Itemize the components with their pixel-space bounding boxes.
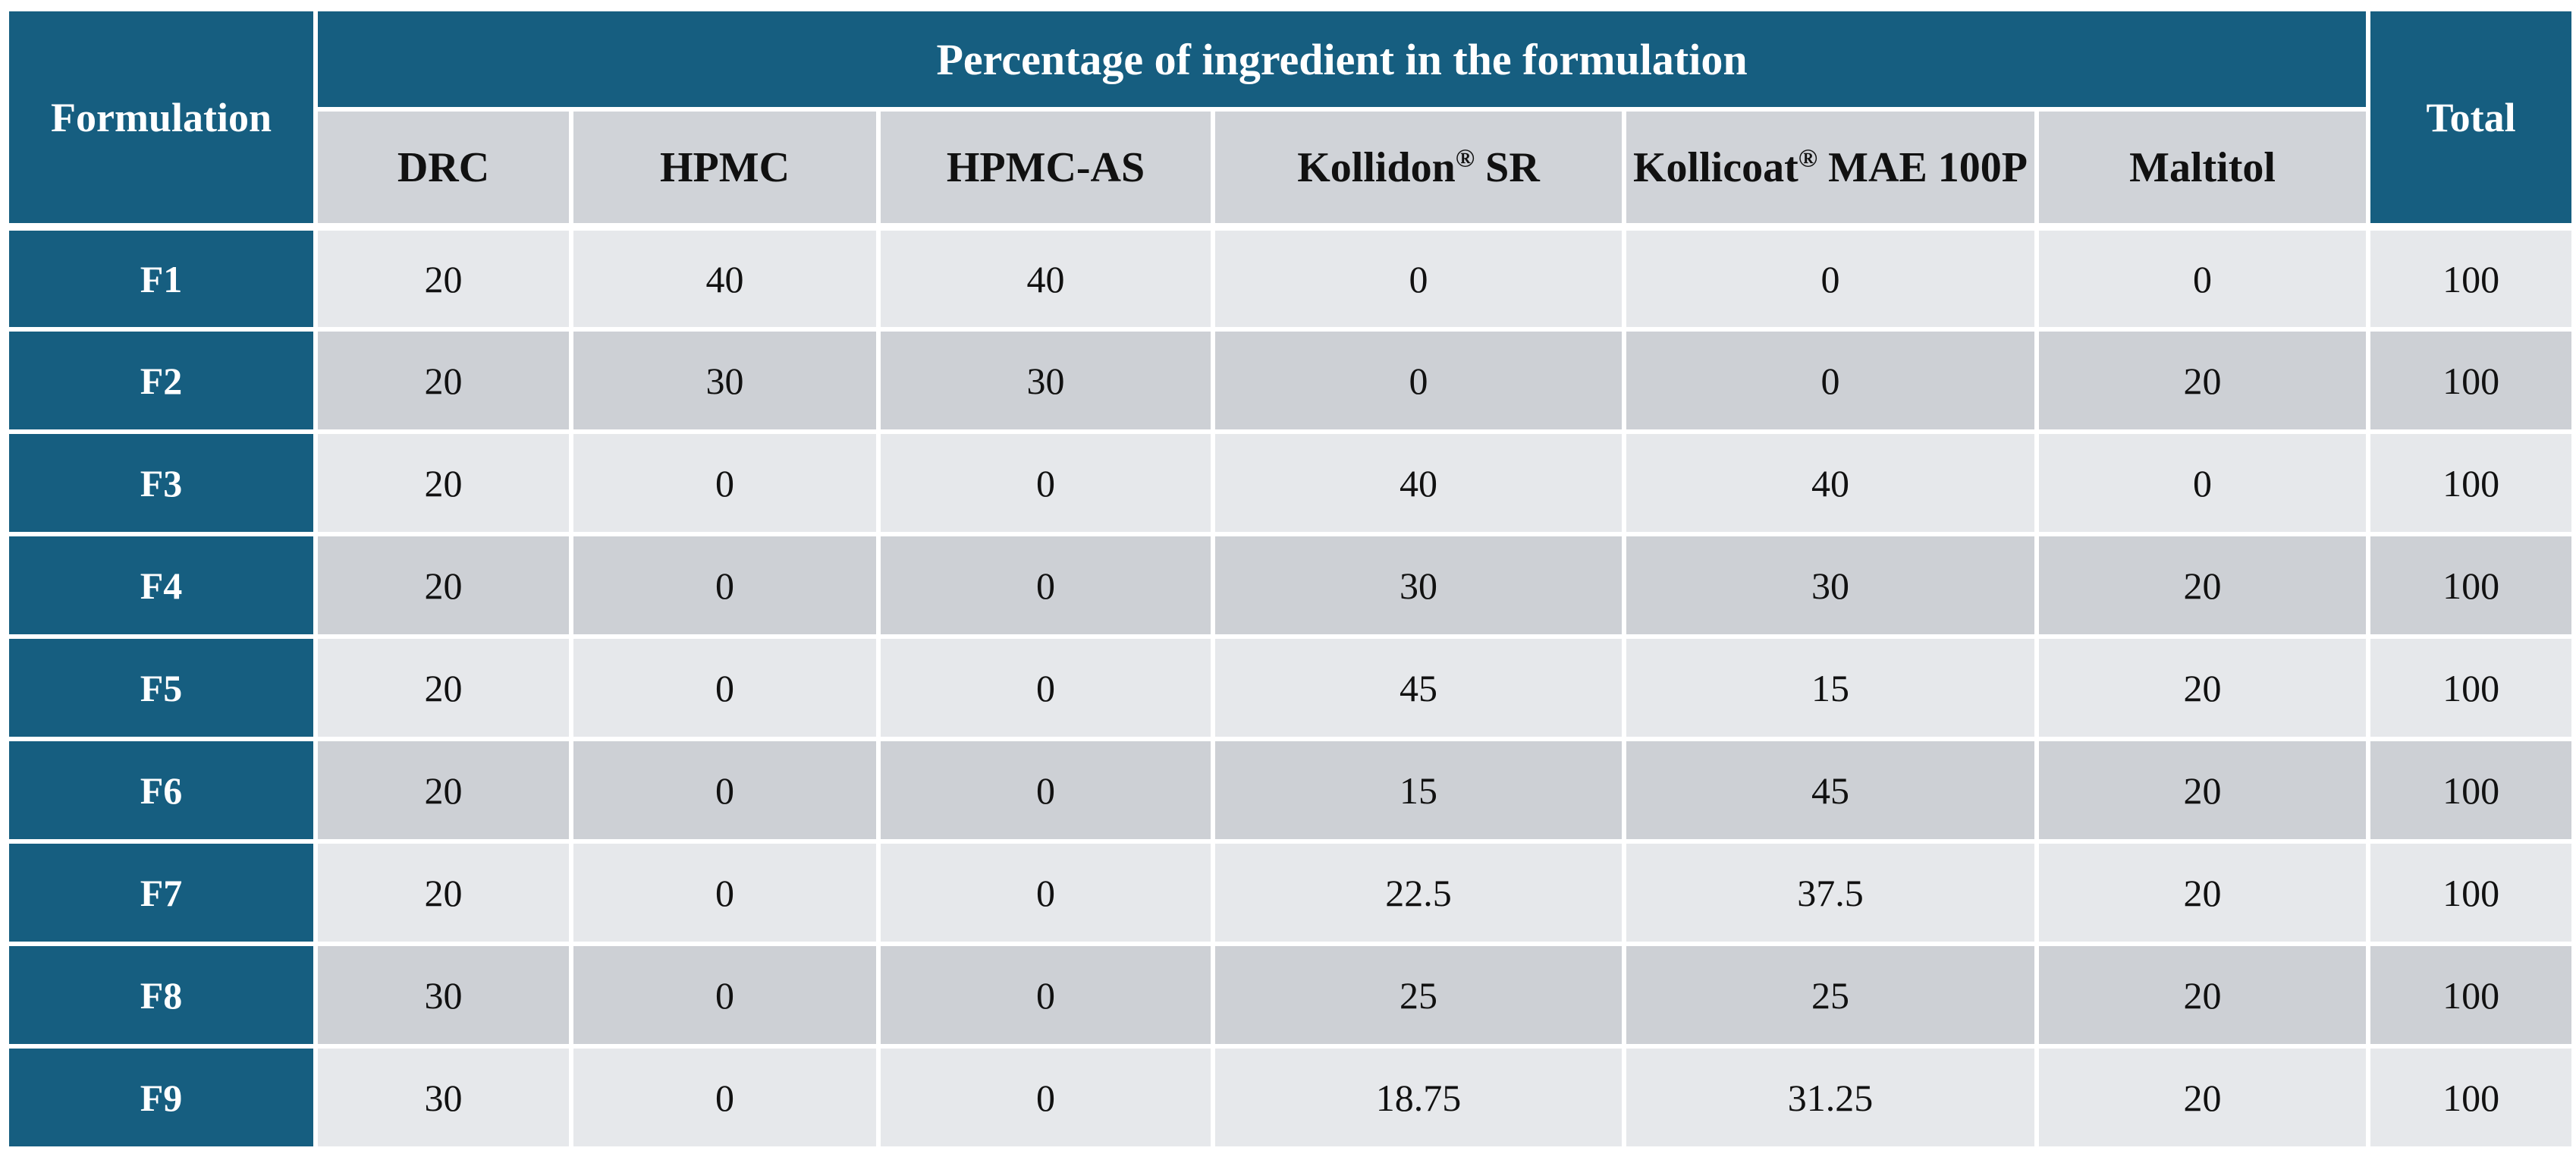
cell-kollicoat-mae: 0	[1622, 327, 2039, 434]
row-label: F6	[5, 737, 318, 844]
cell-hpmc: 0	[569, 1044, 881, 1151]
cell-kollicoat-mae: 15	[1622, 634, 2039, 741]
cell-total: 100	[2366, 839, 2576, 946]
cell-drc: 20	[313, 327, 573, 434]
cell-kollidon-sr: 30	[1211, 532, 1626, 639]
cell-total: 100	[2366, 429, 2576, 536]
cell-hpmc-as: 0	[876, 737, 1215, 844]
cell-kollidon-sr: 45	[1211, 634, 1626, 741]
table-row: F1 20 40 40 0 0 0 100	[5, 223, 2576, 332]
cell-maltitol: 20	[2034, 839, 2371, 946]
cell-kollicoat-mae: 45	[1622, 737, 2039, 844]
row-label: F4	[5, 532, 318, 639]
cell-hpmc-as: 0	[876, 942, 1215, 1049]
table-row: F7 20 0 0 22.5 37.5 20 100	[5, 839, 2576, 946]
cell-kollidon-sr: 0	[1211, 327, 1626, 434]
total-header: Total	[2366, 7, 2576, 229]
cell-hpmc-as: 0	[876, 532, 1215, 639]
row-label: F5	[5, 634, 318, 741]
row-label: F8	[5, 942, 318, 1049]
registered-mark: ®	[1455, 143, 1475, 172]
table-row: F6 20 0 0 15 45 20 100	[5, 737, 2576, 844]
row-label: F3	[5, 429, 318, 536]
cell-kollicoat-mae: 37.5	[1622, 839, 2039, 946]
row-label: F7	[5, 839, 318, 946]
cell-drc: 20	[313, 532, 573, 639]
cell-hpmc: 0	[569, 429, 881, 536]
cell-maltitol: 0	[2034, 223, 2371, 332]
cell-total: 100	[2366, 223, 2576, 332]
cell-drc: 20	[313, 223, 573, 332]
cell-kollidon-sr: 15	[1211, 737, 1626, 844]
table-row: F3 20 0 0 40 40 0 100	[5, 429, 2576, 536]
cell-drc: 20	[313, 429, 573, 536]
cell-hpmc-as: 0	[876, 634, 1215, 741]
formulation-table: Formulation Percentage of ingredient in …	[5, 7, 2576, 1151]
cell-kollidon-sr: 25	[1211, 942, 1626, 1049]
column-header-maltitol: Maltitol	[2034, 107, 2371, 229]
cell-hpmc-as: 0	[876, 839, 1215, 946]
column-header-kollidon-sr: Kollidon® SR	[1211, 107, 1626, 229]
cell-kollidon-sr: 22.5	[1211, 839, 1626, 946]
cell-hpmc: 0	[569, 532, 881, 639]
ingredient-percentage-header: Percentage of ingredient in the formulat…	[313, 7, 2371, 112]
column-header-hpmc-as: HPMC-AS	[876, 107, 1215, 229]
cell-kollicoat-mae: 25	[1622, 942, 2039, 1049]
cell-maltitol: 20	[2034, 634, 2371, 741]
cell-hpmc: 0	[569, 737, 881, 844]
cell-kollicoat-mae: 40	[1622, 429, 2039, 536]
cell-total: 100	[2366, 327, 2576, 434]
cell-hpmc-as: 0	[876, 429, 1215, 536]
table-row: F9 30 0 0 18.75 31.25 20 100	[5, 1044, 2576, 1151]
cell-total: 100	[2366, 532, 2576, 639]
cell-maltitol: 20	[2034, 737, 2371, 844]
cell-total: 100	[2366, 1044, 2576, 1151]
cell-maltitol: 20	[2034, 327, 2371, 434]
cell-drc: 20	[313, 737, 573, 844]
row-label: F9	[5, 1044, 318, 1151]
cell-kollicoat-mae: 0	[1622, 223, 2039, 332]
cell-maltitol: 20	[2034, 1044, 2371, 1151]
cell-total: 100	[2366, 634, 2576, 741]
cell-kollidon-sr: 18.75	[1211, 1044, 1626, 1151]
cell-hpmc: 0	[569, 942, 881, 1049]
cell-hpmc: 30	[569, 327, 881, 434]
cell-drc: 30	[313, 1044, 573, 1151]
cell-hpmc-as: 0	[876, 1044, 1215, 1151]
table-row: F8 30 0 0 25 25 20 100	[5, 942, 2576, 1049]
row-label: F2	[5, 327, 318, 434]
row-label: F1	[5, 223, 318, 332]
formulation-header: Formulation	[5, 7, 318, 229]
registered-mark: ®	[1798, 143, 1818, 172]
cell-maltitol: 0	[2034, 429, 2371, 536]
cell-drc: 30	[313, 942, 573, 1049]
cell-maltitol: 20	[2034, 942, 2371, 1049]
cell-hpmc: 40	[569, 223, 881, 332]
table-row: F5 20 0 0 45 15 20 100	[5, 634, 2576, 741]
table-body: F1 20 40 40 0 0 0 100 F2 20 30 30 0 0 20…	[5, 223, 2576, 1151]
column-header-drc: DRC	[313, 107, 573, 229]
cell-hpmc: 0	[569, 634, 881, 741]
cell-hpmc-as: 40	[876, 223, 1215, 332]
column-header-kollicoat-mae-100p: Kollicoat® MAE 100P	[1622, 107, 2039, 229]
cell-total: 100	[2366, 737, 2576, 844]
cell-maltitol: 20	[2034, 532, 2371, 639]
cell-total: 100	[2366, 942, 2576, 1049]
cell-drc: 20	[313, 634, 573, 741]
cell-kollidon-sr: 40	[1211, 429, 1626, 536]
table-container: Formulation Percentage of ingredient in …	[5, 7, 2576, 1151]
table-row: F4 20 0 0 30 30 20 100	[5, 532, 2576, 639]
cell-kollicoat-mae: 31.25	[1622, 1044, 2039, 1151]
column-header-hpmc: HPMC	[569, 107, 881, 229]
cell-hpmc-as: 30	[876, 327, 1215, 434]
cell-hpmc: 0	[569, 839, 881, 946]
cell-kollidon-sr: 0	[1211, 223, 1626, 332]
cell-kollicoat-mae: 30	[1622, 532, 2039, 639]
cell-drc: 20	[313, 839, 573, 946]
table-row: F2 20 30 30 0 0 20 100	[5, 327, 2576, 434]
